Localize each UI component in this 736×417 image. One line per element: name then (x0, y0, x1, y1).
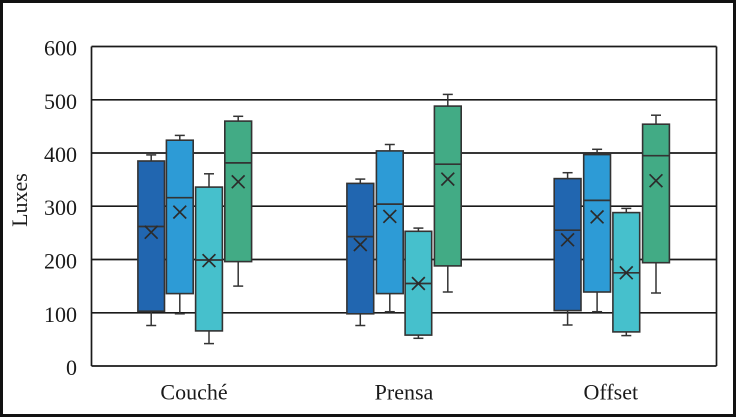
svg-text:600: 600 (44, 36, 77, 61)
svg-text:500: 500 (44, 89, 77, 114)
svg-text:Couché: Couché (160, 380, 227, 405)
svg-text:300: 300 (44, 195, 77, 220)
svg-text:400: 400 (44, 142, 77, 167)
svg-text:100: 100 (44, 302, 77, 327)
svg-text:Offset: Offset (584, 380, 639, 405)
svg-text:200: 200 (44, 249, 77, 274)
svg-text:Luxes: Luxes (7, 173, 32, 227)
svg-text:Prensa: Prensa (375, 380, 434, 405)
svg-text:0: 0 (66, 355, 77, 380)
